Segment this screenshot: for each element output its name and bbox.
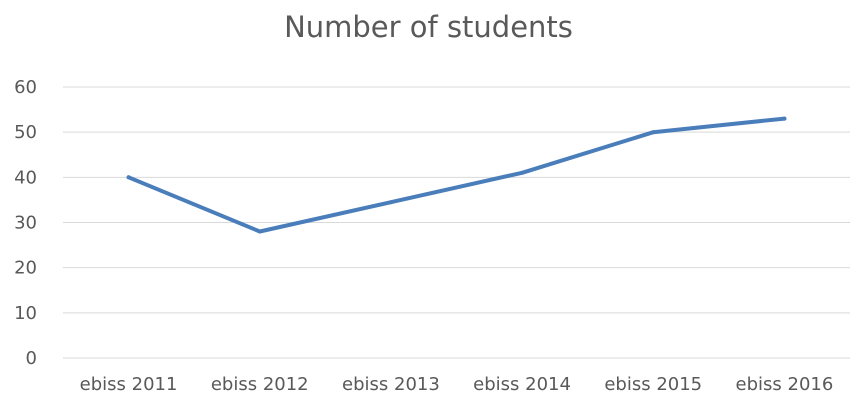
x-tick-label: ebiss 2011 <box>80 374 178 395</box>
gridlines <box>63 86 850 359</box>
y-tick-label: 20 <box>14 258 37 279</box>
data-point-0 <box>126 175 131 180</box>
chart-title: Number of students <box>284 10 573 44</box>
data-point-1 <box>257 229 262 234</box>
series-line-0 <box>126 116 787 234</box>
y-tick-label: 60 <box>14 77 37 98</box>
y-tick-label: 0 <box>26 348 37 369</box>
y-tick-label: 30 <box>14 213 37 234</box>
y-tick-label: 40 <box>14 167 37 188</box>
series-layer <box>126 116 787 234</box>
data-point-3 <box>520 170 525 175</box>
y-axis-tick-labels: 0 10 20 30 40 50 60 <box>14 77 37 369</box>
data-point-4 <box>651 130 656 135</box>
x-tick-label: ebiss 2016 <box>736 374 834 395</box>
data-point-2 <box>388 200 393 205</box>
x-tick-label: ebiss 2014 <box>473 374 571 395</box>
x-tick-label: ebiss 2012 <box>211 374 309 395</box>
y-tick-label: 10 <box>14 303 37 324</box>
x-tick-label: ebiss 2013 <box>342 374 440 395</box>
x-tick-label: ebiss 2015 <box>604 374 702 395</box>
x-axis-tick-labels: ebiss 2011 ebiss 2012 ebiss 2013 ebiss 2014… <box>80 374 834 395</box>
data-point-5 <box>782 116 787 121</box>
y-tick-label: 50 <box>14 122 37 143</box>
